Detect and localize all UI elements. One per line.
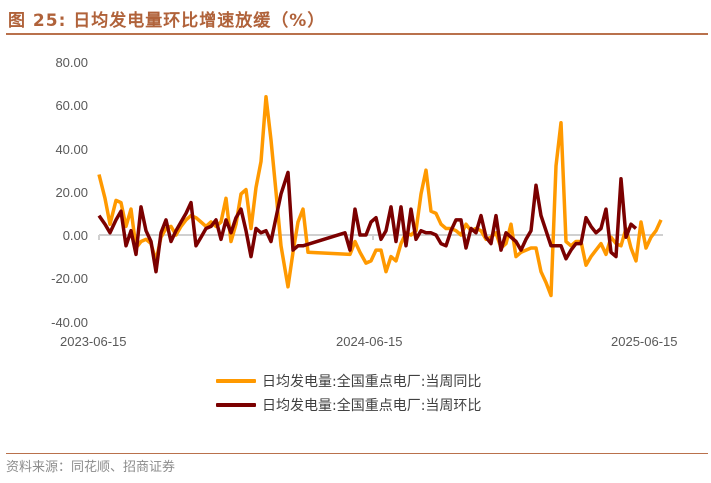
- legend-item-wow: 日均发电量:全国重点电厂:当周环比: [216, 393, 481, 417]
- legend-swatch-wow: [216, 403, 256, 407]
- legend-swatch-yoy: [216, 379, 256, 383]
- y-tick-80: 80.00: [55, 55, 88, 70]
- legend: 日均发电量:全国重点电厂:当周同比 日均发电量:全国重点电厂:当周环比: [216, 369, 481, 417]
- series-wow-line: [97, 170, 638, 274]
- y-tick-20: 20.00: [55, 185, 88, 200]
- chart-title: 图 25: 日均发电量环比增速放缓（%）: [8, 11, 326, 31]
- source-divider: [6, 453, 708, 454]
- y-tick-0: 0.00: [62, 228, 88, 243]
- x-tick-2025: 2025-06-15: [611, 334, 678, 349]
- x-tick-2023: 2023-06-15: [60, 334, 127, 349]
- source-note: 资料来源：同花顺、招商证券: [6, 460, 176, 475]
- y-tick-minus20: -20.00: [51, 271, 88, 286]
- title-divider: [6, 33, 708, 35]
- y-tick-40: 40.00: [55, 142, 88, 157]
- legend-label-wow: 日均发电量:全国重点电厂:当周环比: [262, 398, 482, 414]
- series-yoy-line: [97, 95, 663, 298]
- x-tick-2024: 2024-06-15: [336, 334, 403, 349]
- y-tick-60: 60.00: [55, 98, 88, 113]
- legend-item-yoy: 日均发电量:全国重点电厂:当周同比: [216, 369, 481, 393]
- y-tick-minus40: -40.00: [51, 315, 88, 330]
- legend-label-yoy: 日均发电量:全国重点电厂:当周同比: [262, 374, 482, 390]
